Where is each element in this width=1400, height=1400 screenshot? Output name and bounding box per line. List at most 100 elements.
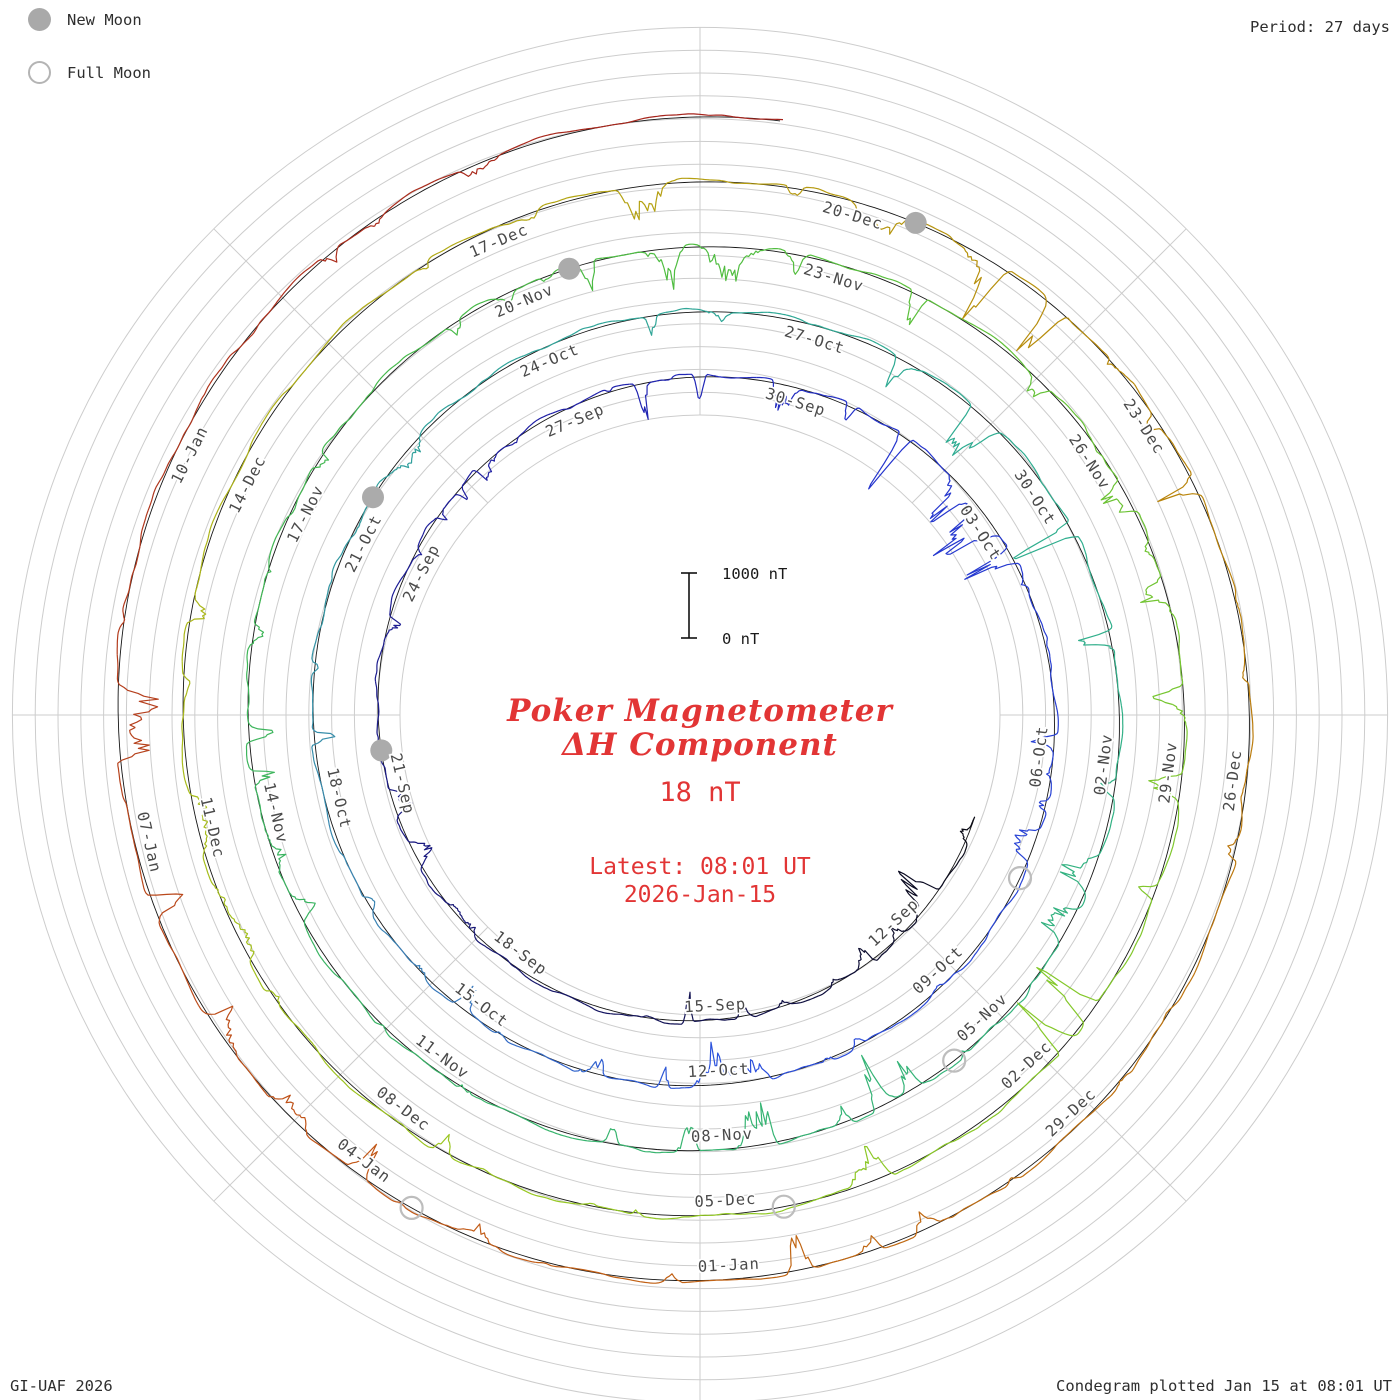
trace-segment <box>660 243 719 290</box>
trace-segment <box>921 1128 977 1161</box>
trace-segment <box>327 819 348 865</box>
trace-segment <box>730 1059 778 1080</box>
component-title: ΔH Component <box>562 727 838 763</box>
trace-segment <box>124 800 141 873</box>
trace-segment <box>383 1025 426 1063</box>
trace-segment <box>717 248 779 282</box>
legend-new-moon: New Moon <box>28 8 151 31</box>
trace-segment <box>1100 474 1146 528</box>
trace-segment <box>817 1235 887 1268</box>
trace-segment <box>1039 619 1052 663</box>
trace-segment <box>1030 462 1060 508</box>
trace-segment <box>1140 589 1180 644</box>
trace-segment <box>804 1169 860 1205</box>
trace-segment <box>353 276 409 316</box>
trace-segment <box>287 888 316 941</box>
trace-segment <box>1156 826 1179 885</box>
trace-segment <box>866 338 909 388</box>
trace-segment <box>1016 287 1087 352</box>
trace-segment <box>374 456 413 491</box>
trace-segment <box>403 1205 472 1231</box>
trace-segment <box>716 311 768 323</box>
trace-segment <box>381 762 403 800</box>
trace-segment <box>181 661 191 727</box>
trace-segment <box>471 1223 536 1263</box>
trace-segment <box>469 1003 506 1039</box>
trace-segment <box>736 1102 792 1149</box>
trace-segment <box>494 1176 555 1201</box>
trace-segment <box>130 510 149 583</box>
full-moon-icon <box>28 61 51 84</box>
moon-legend: New Moon Full Moon <box>28 8 151 114</box>
trace-segment <box>756 376 797 411</box>
spiral-date-label: 27-Oct <box>782 322 847 357</box>
trace-segment <box>1085 335 1135 385</box>
trace-segment <box>479 356 522 385</box>
trace-segment <box>944 308 998 340</box>
trace-segment <box>311 225 375 267</box>
spiral-date-label: 02-Nov <box>1091 733 1116 797</box>
trace-segment <box>440 1133 496 1178</box>
baseline-spiral-path <box>117 116 1250 1282</box>
grid-spoke <box>911 228 1187 504</box>
trace-segment <box>763 999 801 1014</box>
new-moon-marker <box>904 211 927 234</box>
trace-segment <box>1045 751 1054 797</box>
trace-segment <box>1013 834 1029 883</box>
trace-segment <box>945 390 974 456</box>
trace-segment <box>832 955 862 983</box>
trace-segment <box>1152 643 1184 706</box>
trace-segment <box>1246 702 1254 772</box>
trace-segment <box>629 378 672 420</box>
trace-segment <box>1226 566 1244 635</box>
trace-segment <box>426 494 456 527</box>
trace-segment <box>147 443 181 511</box>
trace-segment <box>1040 907 1073 958</box>
trace-segment <box>245 724 275 782</box>
trace-segment <box>1082 423 1116 476</box>
trace-segment <box>269 504 297 556</box>
trace-segment <box>535 1261 607 1276</box>
trace-segment <box>588 383 630 399</box>
trace-segment <box>679 1212 743 1219</box>
trace-segment <box>1235 771 1248 841</box>
scale-bar: 1000 nT 0 nT <box>681 565 787 648</box>
trace-segment <box>521 336 568 358</box>
trace-segment <box>345 983 384 1027</box>
trace-segment <box>1009 1136 1066 1181</box>
trace-segment <box>237 414 268 475</box>
moon-phase-markers <box>362 211 1033 1221</box>
trace-segment <box>915 441 948 474</box>
trace-segment <box>374 641 385 682</box>
trace-segment <box>796 389 841 400</box>
trace-segment <box>778 248 836 275</box>
trace-segment <box>1148 765 1185 827</box>
trace-segment <box>713 375 757 379</box>
trace-segment <box>117 726 150 801</box>
trace-segment <box>610 1013 650 1018</box>
station-title: Poker Magnetometer <box>507 693 893 729</box>
trace-segment <box>821 1038 862 1064</box>
grid-spoke <box>213 228 489 504</box>
scale-bottom-label: 0 nT <box>722 630 759 648</box>
full-moon-marker <box>1007 865 1033 891</box>
trace-segment <box>1020 578 1041 620</box>
trace-segment <box>839 1054 890 1123</box>
trace-segment <box>396 799 413 840</box>
spiral-date-label: 14-Nov <box>260 781 291 845</box>
trace-segment <box>1155 972 1196 1032</box>
spiral-date-label: 04-Jan <box>334 1135 394 1187</box>
trace-segment <box>1115 1030 1157 1090</box>
trace-segment <box>1102 942 1138 995</box>
trace-segment <box>547 1057 597 1073</box>
trace-segment <box>1113 653 1122 706</box>
trace-segment <box>256 555 272 612</box>
new-moon-marker <box>362 486 384 509</box>
trace-segment <box>868 420 917 490</box>
spiral-date-label: 05-Dec <box>694 1190 757 1211</box>
trace-segment <box>889 908 918 940</box>
trace-segment <box>1194 906 1220 974</box>
trace-segment <box>615 311 666 336</box>
scale-top-label: 1000 nT <box>722 565 787 583</box>
